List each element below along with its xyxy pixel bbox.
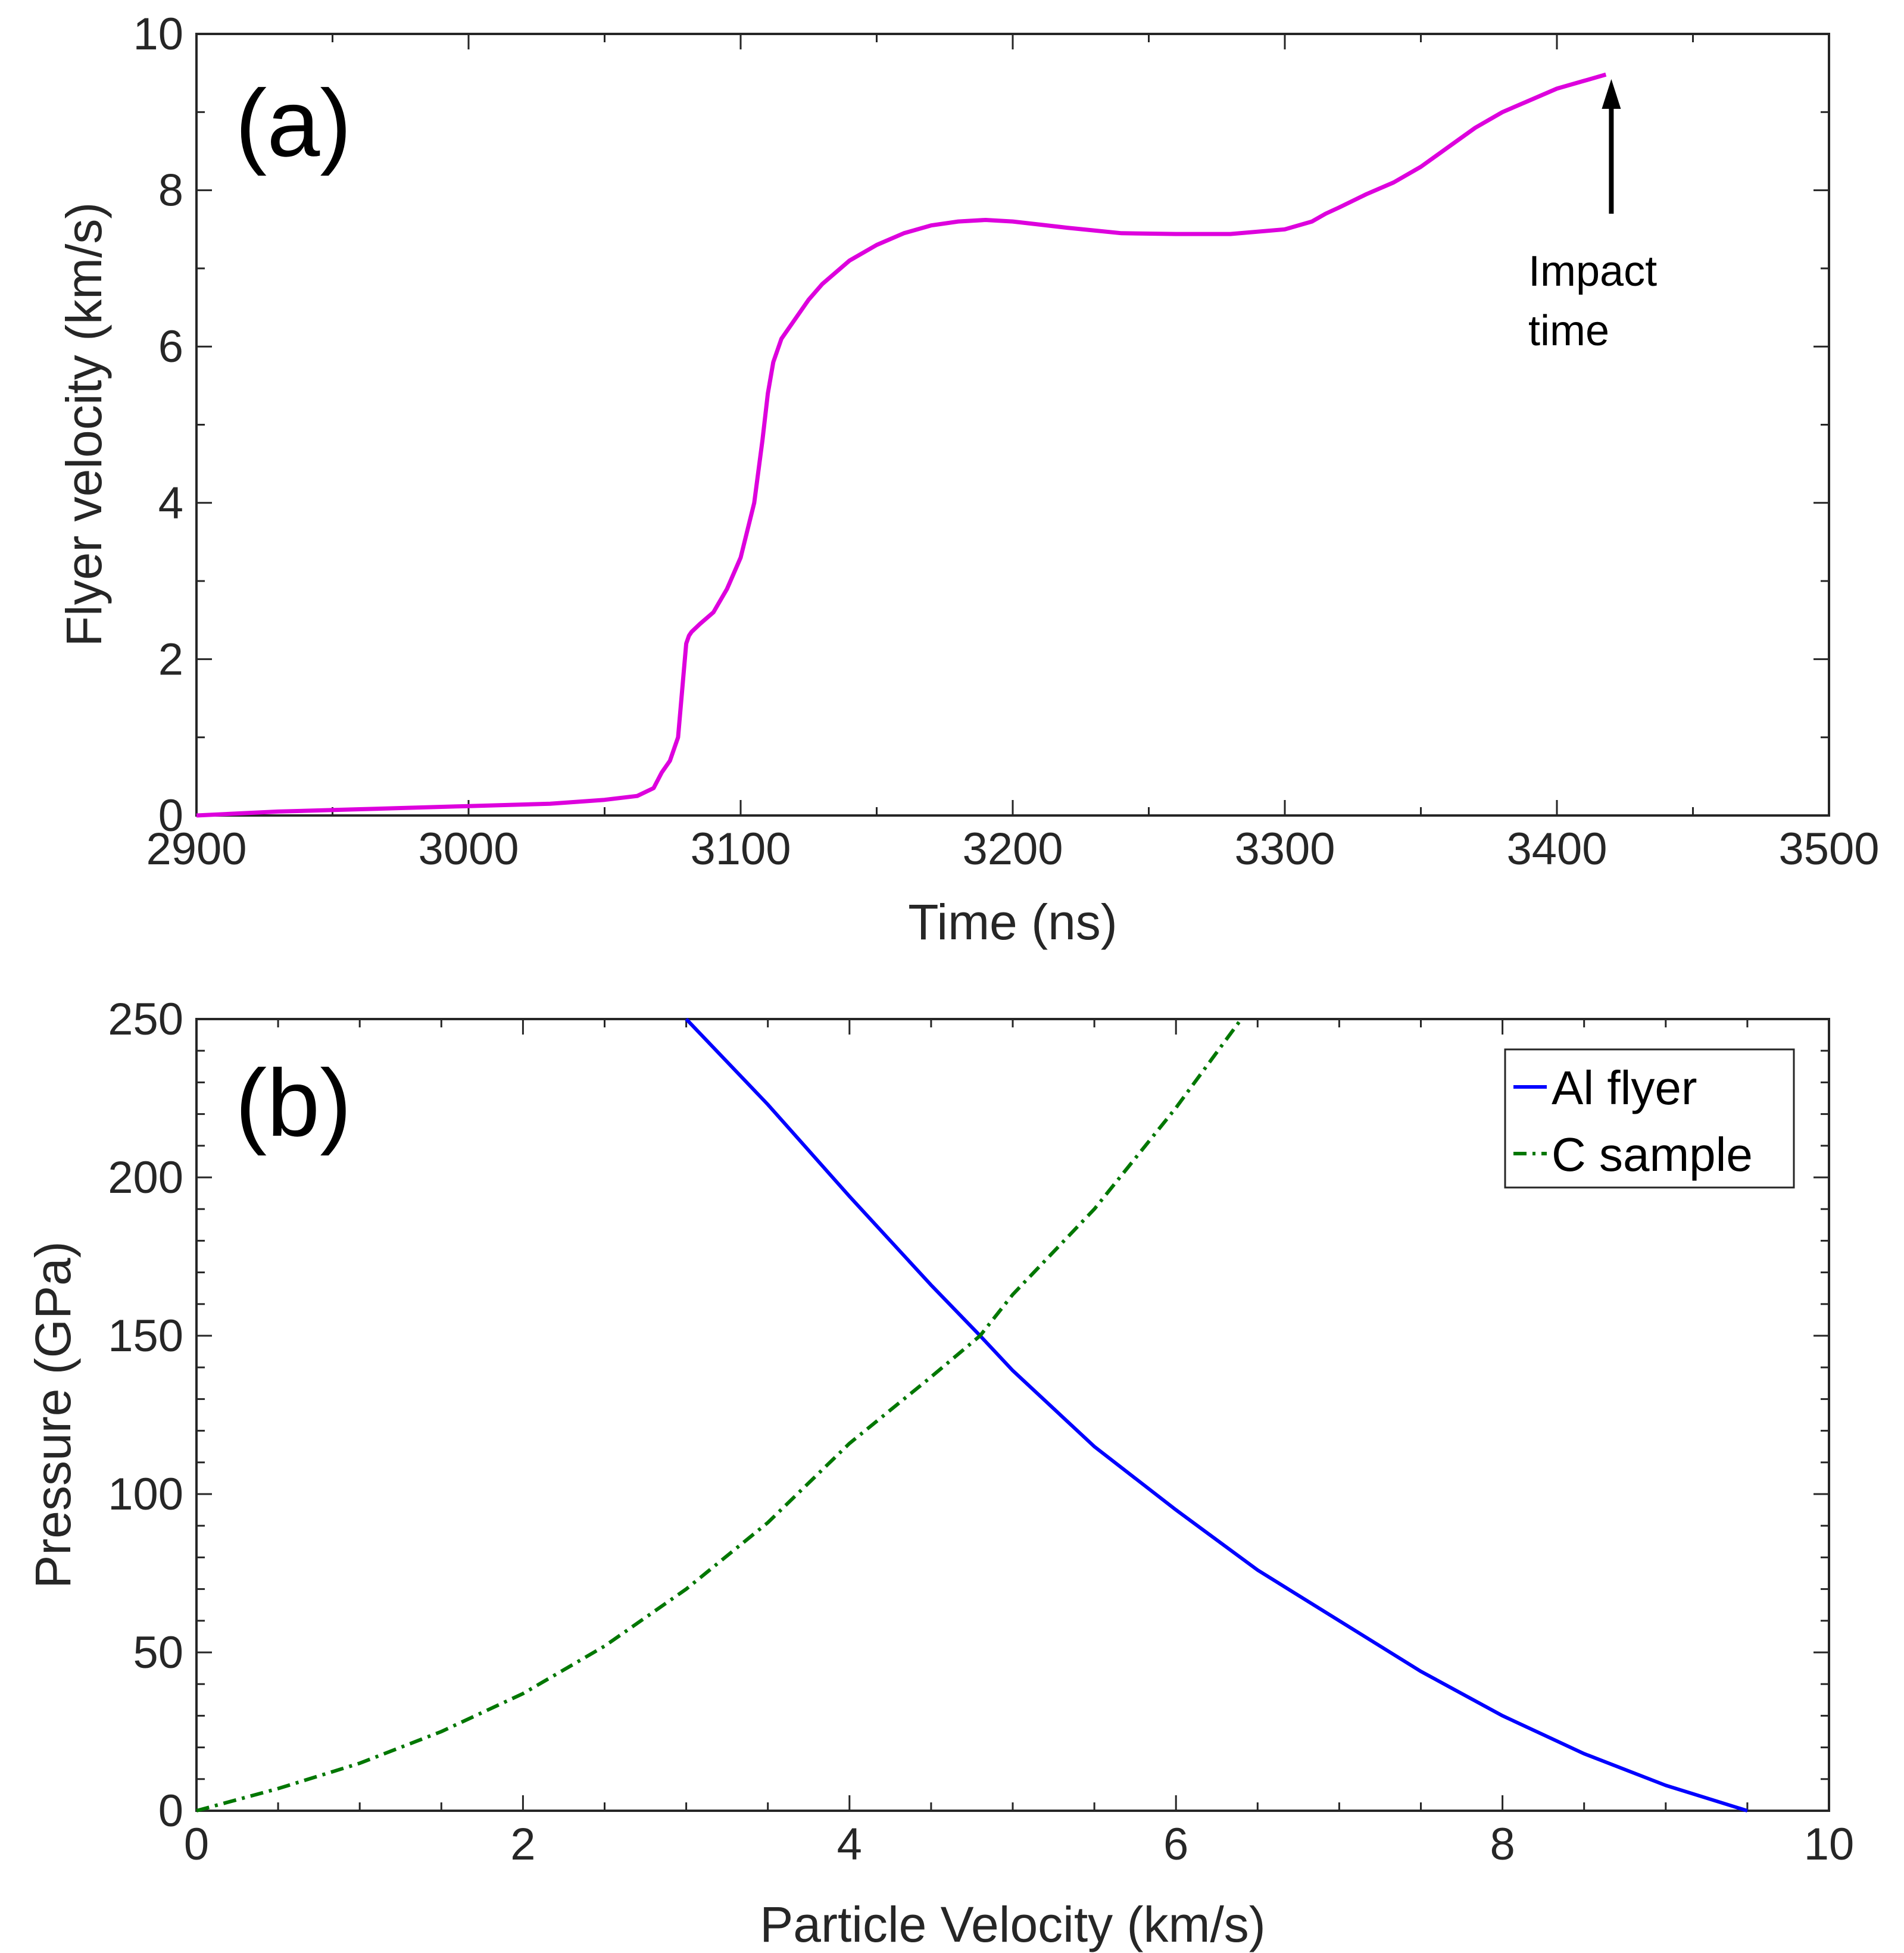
x-tick-label: 2900 xyxy=(146,824,246,874)
y-tick-label: 100 xyxy=(108,1469,183,1520)
y-tick-label: 0 xyxy=(158,790,183,841)
y-tick-label: 6 xyxy=(158,321,183,372)
annotation-line-2: time xyxy=(1528,307,1609,355)
panel-a: 2900 3000 3100 3200 3300 3400 3500 0 2 4 6 8 10 Time… xyxy=(56,9,1880,950)
x-tick-label: 3000 xyxy=(418,824,519,874)
x-axis-title-a: Time (ns) xyxy=(908,894,1118,950)
legend: Al flyer C sample xyxy=(1504,1048,1795,1189)
y-tick-label: 0 xyxy=(158,1786,183,1836)
y-tick-label: 4 xyxy=(158,478,183,529)
y-tick-label: 150 xyxy=(108,1311,183,1361)
legend-label-al-flyer: Al flyer xyxy=(1552,1061,1697,1114)
x-tick-label: 3100 xyxy=(690,824,791,874)
al-flyer-line xyxy=(685,1017,1748,1813)
x-tick-label: 3500 xyxy=(1778,824,1879,874)
x-axis-title-b: Particle Velocity (km/s) xyxy=(760,1896,1266,1952)
y-tick-label: 250 xyxy=(108,994,183,1045)
y-axis-title-b: Pressure (GPa) xyxy=(25,1241,81,1589)
x-tick-label: 0 xyxy=(184,1819,209,1870)
panel-label-a: (a) xyxy=(235,70,352,176)
x-tick-label: 3400 xyxy=(1506,824,1607,874)
impact-annotation: Impact time xyxy=(1528,79,1657,355)
x-tick-label: 6 xyxy=(1163,1819,1188,1870)
y-tick-label: 8 xyxy=(158,165,183,216)
x-tick-label: 2 xyxy=(510,1819,535,1870)
flyer-velocity-line xyxy=(196,72,1607,818)
tick-labels-a: 2900 3000 3100 3200 3300 3400 3500 0 2 4 6 8 10 xyxy=(133,9,1879,874)
ticks-b xyxy=(195,1018,1830,1812)
y-tick-label: 50 xyxy=(133,1627,183,1678)
legend-label-c-sample: C sample xyxy=(1552,1128,1753,1181)
ticks-a xyxy=(195,33,1830,817)
axes-box-a xyxy=(195,33,1830,817)
c-sample-line xyxy=(196,1018,1243,1813)
y-tick-label: 2 xyxy=(158,634,183,685)
x-tick-label: 8 xyxy=(1490,1819,1515,1870)
panel-label-b: (b) xyxy=(235,1049,352,1156)
y-tick-label: 200 xyxy=(108,1152,183,1203)
arrow-head-icon xyxy=(1602,79,1621,109)
y-tick-label: 10 xyxy=(133,9,183,60)
y-axis-title-a: Flyer velocity (km/s) xyxy=(56,202,112,647)
x-tick-label: 4 xyxy=(837,1819,862,1870)
x-tick-label: 3300 xyxy=(1234,824,1335,874)
x-tick-label: 3200 xyxy=(962,824,1063,874)
annotation-line-1: Impact xyxy=(1528,248,1657,295)
x-tick-label: 10 xyxy=(1804,1819,1855,1870)
legend-box xyxy=(1504,1048,1795,1189)
